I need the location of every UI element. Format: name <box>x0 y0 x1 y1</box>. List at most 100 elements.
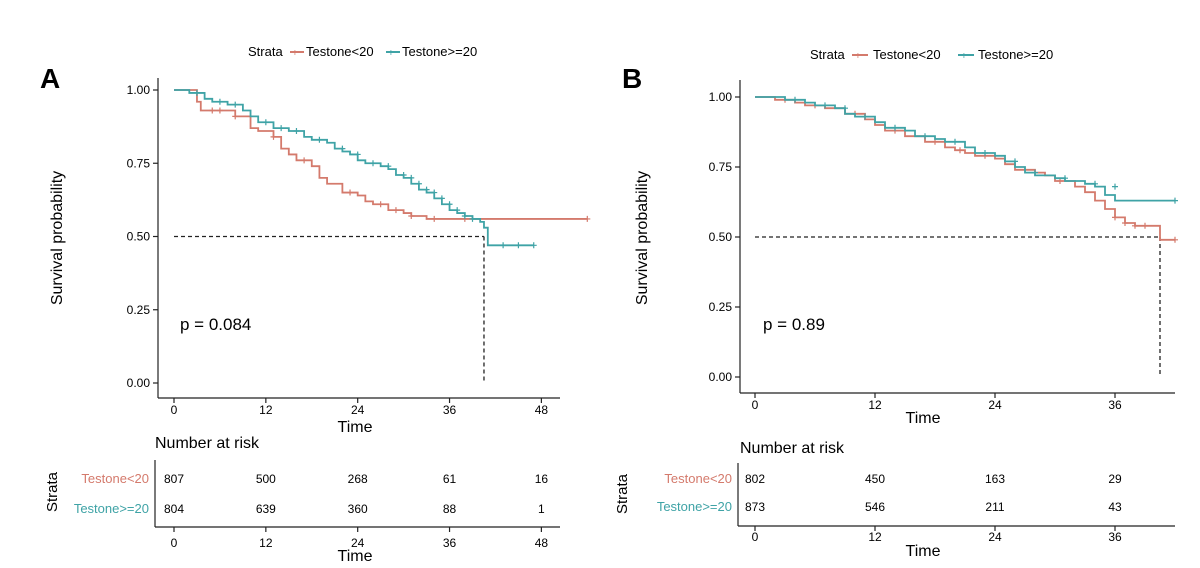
panel-b-censor-1-8 <box>1012 158 1018 165</box>
panel-a-risk-row-label-low: Testone<20 <box>81 471 149 486</box>
panel-b-legend-label-high: Testone>=20 <box>978 47 1053 62</box>
panel-b-ytick-label-1: 0.25 <box>709 300 733 314</box>
panel-a-ytick-label-0: 0.00 <box>127 376 151 390</box>
panel-a-censor-0-9 <box>431 215 438 222</box>
panel-a-legend-label-low: Testone<20 <box>306 44 374 59</box>
panel-b-censor-0-10 <box>1122 220 1128 226</box>
panel-a-risk-cell-1-0: 804 <box>164 502 184 516</box>
panel-a-ylabel: Survival probability <box>49 171 66 305</box>
panel-a-censor-0-6 <box>377 201 384 208</box>
panel-b-censor-1-3 <box>862 113 868 120</box>
panel-b-xtick-label-3: 36 <box>1108 398 1122 412</box>
panel-a-censor-1-20 <box>469 215 476 222</box>
panel-a-censor-0-3 <box>270 133 277 140</box>
panel-a-risk-cell-0-0: 807 <box>164 472 184 486</box>
panel-b-risk-cell-0-1: 450 <box>865 472 885 486</box>
panel-a: A Strata + Testone<20 + Testone>=20 Surv… <box>40 44 591 565</box>
panel-a-censor-1-11 <box>400 171 407 178</box>
panel-b-risk-cells: 802 450 163 29 873 546 211 43 0 12 24 36 <box>745 472 1122 544</box>
panel-a-censor-1-2 <box>232 101 239 108</box>
panel-a-risk-xtick-label-1: 12 <box>259 536 273 550</box>
panel-b-censor-0-12 <box>1142 222 1148 229</box>
panel-a-risk-xtick-label-4: 48 <box>535 536 549 550</box>
panel-a-censor-0-1 <box>216 107 223 114</box>
panel-b-ticks: 0.00 0.25 0.50 0.75 1.00 0 12 24 36 <box>709 90 1122 412</box>
panel-a-censor-1-18 <box>454 207 461 214</box>
panel-a-censor-1-16 <box>438 195 445 202</box>
panel-a-risk-cell-0-1: 500 <box>256 472 276 486</box>
panel-a-xtick-label-1: 12 <box>259 403 273 417</box>
panel-b-risk-cell-1-3: 43 <box>1108 500 1122 514</box>
panel-a-censor-1-19 <box>461 212 468 219</box>
panel-b-xtick-label-2: 24 <box>988 398 1002 412</box>
panel-b-censor-1-5 <box>922 133 928 140</box>
panel-b-censor-1-4 <box>892 124 898 131</box>
panel-b-censor-1-11 <box>1092 180 1098 187</box>
panel-a-xtick-label-0: 0 <box>171 403 178 417</box>
panel-a-risk-cell-0-3: 61 <box>443 472 457 486</box>
panel-b-risk-row-label-high: Testone>=20 <box>657 499 732 514</box>
panel-a-risk-table: Number at risk Strata Testone<20 Testone… <box>44 435 560 565</box>
panel-b-curves <box>755 96 1178 377</box>
panel-b-ytick-label-3: 0.75 <box>709 160 733 174</box>
panel-a-risk-cell-0-4: 16 <box>535 472 549 486</box>
panel-b-censor-1-9 <box>1032 169 1038 176</box>
panel-a-censor-1-9 <box>370 160 376 167</box>
panel-b-risk-cell-1-1: 546 <box>865 500 885 514</box>
panel-b-risk-xtick-label-0: 0 <box>752 530 759 544</box>
panel-b-censor-1-13 <box>1172 197 1178 204</box>
panel-a-risk-cell-1-3: 88 <box>443 502 457 516</box>
panel-b-censor-0-11 <box>1132 222 1138 229</box>
panel-b-censor-1-2 <box>842 105 848 112</box>
panel-a-risk-title: Number at risk <box>155 435 260 452</box>
panel-a-risk-xtick-label-2: 24 <box>351 536 365 550</box>
panel-b-censor-1-6 <box>952 138 958 145</box>
panel-b-censor-1-10 <box>1062 175 1068 182</box>
panel-a-censor-1-10 <box>385 163 392 170</box>
panel-b-ytick-label-0: 0.00 <box>709 370 733 384</box>
panel-b: B Strata + Testone<20 + Testone>=20 Surv… <box>614 47 1178 560</box>
panel-a-censor-1-7 <box>339 145 346 152</box>
panel-a-censor-0-0 <box>209 107 216 114</box>
panel-b-risk-title: Number at risk <box>740 440 845 457</box>
panel-b-risk-strata-label: Strata <box>614 473 631 514</box>
panel-a-curve-1 <box>174 89 534 247</box>
panel-b-risk-cell-0-2: 163 <box>985 472 1005 486</box>
panel-a-legend-cross-low: + <box>292 48 298 59</box>
panel-a-risk-xtick-label-0: 0 <box>171 536 178 550</box>
panel-a-legend-title: Strata <box>248 44 283 59</box>
panel-a-censor-0-11 <box>584 215 591 222</box>
panel-b-censor-1-1 <box>822 102 828 109</box>
panel-b-xlabel: Time <box>906 410 941 427</box>
panel-b-censor-1-0 <box>792 96 798 103</box>
panel-a-censor-1-13 <box>415 180 422 187</box>
panel-a-censor-1-17 <box>446 201 453 208</box>
panel-a-censor-0-7 <box>392 207 399 214</box>
panel-b-curve-1 <box>755 96 1175 202</box>
panel-a-censor-1-6 <box>316 136 323 143</box>
panel-a-curves <box>174 89 591 383</box>
panel-b-xtick-label-0: 0 <box>752 398 759 412</box>
panel-b-legend: Strata + Testone<20 + Testone>=20 <box>810 47 1053 62</box>
panel-b-censor-0-9 <box>1112 214 1118 221</box>
panel-b-risk-cell-0-0: 802 <box>745 472 765 486</box>
panel-b-letter: B <box>622 63 642 94</box>
panel-a-censor-1-21 <box>500 242 507 249</box>
panel-b-pvalue: p = 0.89 <box>763 315 825 334</box>
panel-a-axes <box>157 78 560 399</box>
panel-a-risk-xtick-label-3: 36 <box>443 536 457 550</box>
panel-a-censor-1-4 <box>278 125 285 132</box>
panel-a-risk-xlabel: Time <box>338 548 373 565</box>
panel-a-pvalue: p = 0.084 <box>180 315 251 334</box>
panel-a-censor-1-15 <box>431 189 438 196</box>
panel-b-ytick-label-4: 1.00 <box>709 90 733 104</box>
panel-a-legend-label-high: Testone>=20 <box>402 44 477 59</box>
panel-a-risk-cells: 807 500 268 61 16 804 639 360 88 1 0 12 24 36 48 <box>164 472 548 550</box>
panel-a-xtick-label-3: 36 <box>443 403 457 417</box>
panel-a-risk-cell-1-4: 1 <box>538 502 545 516</box>
panel-a-risk-cell-1-1: 639 <box>256 502 276 516</box>
panel-a-xtick-label-2: 24 <box>351 403 365 417</box>
panel-b-risk-cell-0-3: 29 <box>1108 472 1122 486</box>
